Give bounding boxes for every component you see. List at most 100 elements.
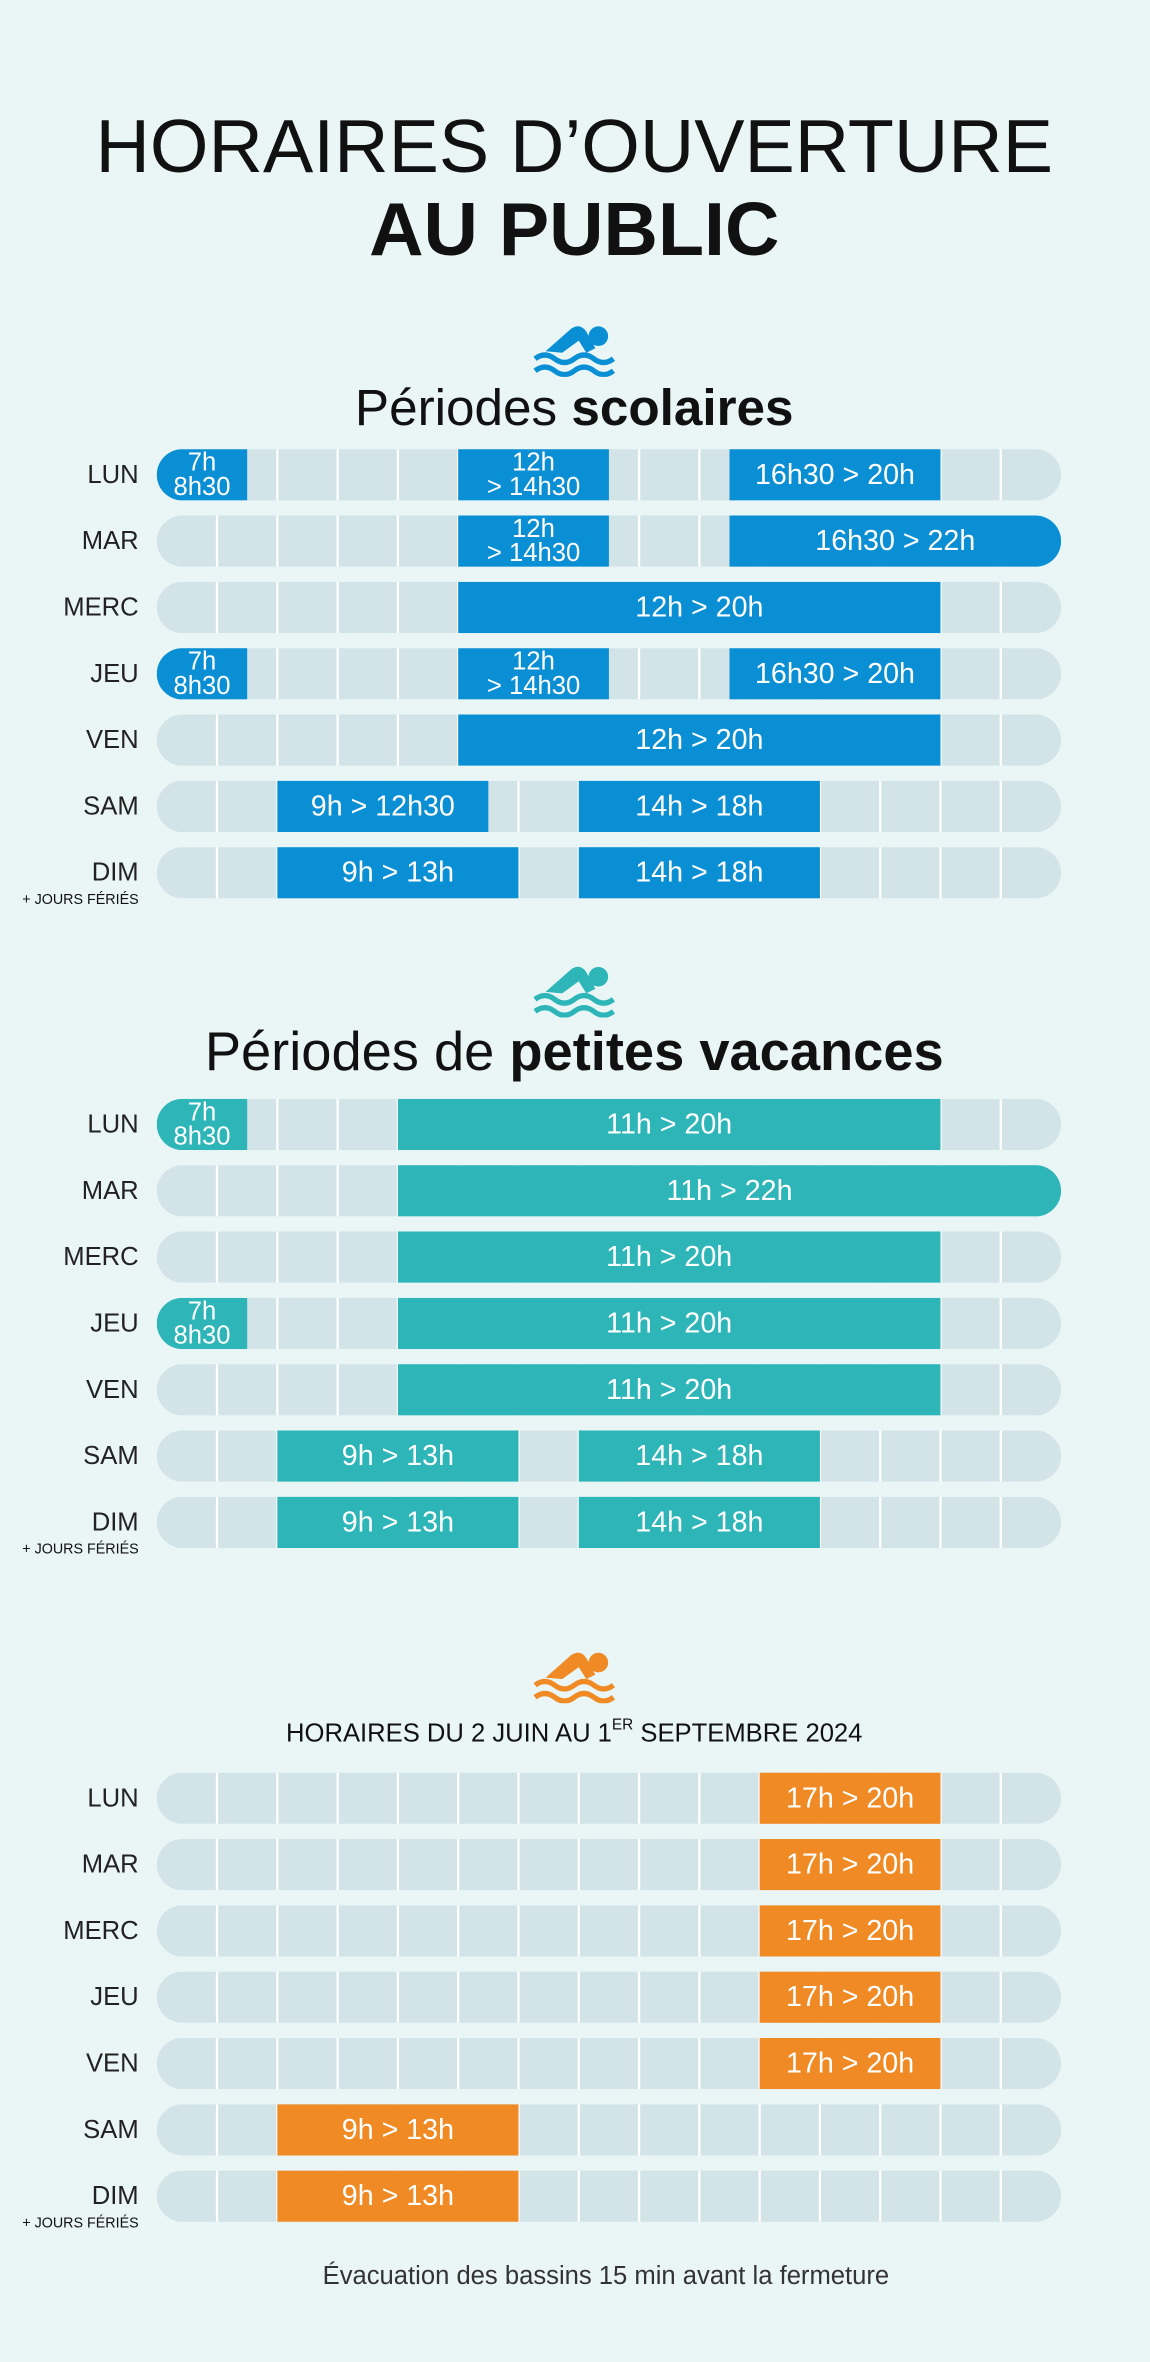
day-label: VEN	[86, 1376, 139, 1404]
title-line2: AU PUBLIC	[369, 187, 779, 271]
time-slot	[397, 1165, 1062, 1217]
time-slot	[277, 2104, 519, 2156]
slot-label: 9h > 12h30	[311, 790, 455, 822]
time-slot	[578, 1496, 820, 1549]
slot-label: 16h30 > 20h	[755, 658, 915, 690]
slot-label: 9h > 13h	[342, 1506, 454, 1538]
title-regular: Périodes de	[205, 1022, 510, 1082]
time-slot	[458, 449, 609, 501]
day-label: JEU	[90, 660, 138, 688]
time-slot	[759, 1838, 941, 1891]
day-label: LUN	[87, 1110, 138, 1138]
day-label: MAR	[82, 1851, 139, 1879]
footer-note: Évacuation des bassins 15 min avant la f…	[323, 2261, 890, 2290]
time-slot	[277, 1496, 519, 1549]
slot-label: 9h > 13h	[342, 857, 454, 889]
time-slot	[397, 1364, 941, 1416]
slot-label: 17h > 20h	[786, 1849, 914, 1881]
day-label: VEN	[86, 2050, 139, 2078]
day-label: MERC	[63, 1917, 138, 1945]
time-slot	[458, 515, 609, 567]
slot-label: 12h > 20h	[635, 724, 763, 756]
slot-label: > 14h30	[487, 473, 580, 501]
time-slot	[397, 1231, 941, 1283]
slot-label: 12h	[512, 515, 555, 543]
slot-label: 17h > 20h	[786, 1981, 914, 2013]
time-slot	[729, 449, 941, 501]
time-slot	[277, 1430, 519, 1482]
slot-label: 17h > 20h	[786, 2048, 914, 2080]
time-slot	[397, 1297, 941, 1350]
slot-label: 9h > 13h	[342, 2180, 454, 2212]
row-track: 12h> 14h30 16h30 > 22h	[156, 515, 1062, 567]
title-bold: petites vacances	[509, 1022, 943, 1082]
row-track: 11h > 20h	[156, 1231, 1062, 1283]
slot-label: 14h > 18h	[635, 1506, 763, 1538]
section-title: HORAIRES DU 2 JUIN AU 1ER SEPTEMBRE 2024	[286, 1716, 862, 1748]
time-slot	[759, 1905, 941, 1957]
day-label: MERC	[63, 1243, 138, 1271]
time-slot	[277, 780, 489, 833]
slot-label: 7h	[188, 449, 216, 477]
row-track: 11h > 22h	[156, 1165, 1062, 1217]
slot-label: 14h > 18h	[635, 1440, 763, 1472]
row-track: 9h > 13h	[156, 2170, 1062, 2222]
section-title: Périodes de petites vacances	[205, 1022, 944, 1082]
slot-label: 14h > 18h	[635, 857, 763, 889]
day-label: SAM	[83, 2116, 138, 2144]
time-slot	[578, 1430, 820, 1482]
holiday-note: + JOURS FÉRIÉS	[22, 2214, 138, 2231]
day-label: VEN	[86, 726, 139, 754]
slot-label: 16h30 > 20h	[755, 459, 915, 491]
slot-label: 9h > 13h	[342, 2114, 454, 2146]
swimmer-icon	[535, 967, 613, 1015]
title-end: SEPTEMBRE 2024	[633, 1719, 862, 1747]
title-regular: Périodes	[355, 378, 571, 435]
time-slot	[759, 2037, 941, 2090]
slot-label: 11h > 22h	[666, 1175, 792, 1207]
slot-label: 8h30	[173, 1322, 230, 1350]
time-slot	[458, 714, 941, 766]
slot-label: 9h > 13h	[342, 1440, 454, 1472]
slot-label: 8h30	[173, 672, 230, 700]
slot-label: 14h > 18h	[635, 790, 763, 822]
slot-label: 11h > 20h	[606, 1241, 732, 1273]
slot-label: 17h > 20h	[786, 1915, 914, 1947]
row-track: 9h > 12h30 14h > 18h	[156, 780, 1062, 833]
title-line1: HORAIRES D’OUVERTURE	[96, 104, 1053, 188]
time-slot	[156, 449, 248, 501]
row-track: 9h > 13h 14h > 18h	[156, 1496, 1062, 1549]
slot-label: 7h	[188, 648, 216, 676]
section-title: Périodes scolaires	[355, 378, 794, 435]
row-track: 17h > 20h	[156, 2037, 1062, 2090]
row-track: 17h > 20h	[156, 1905, 1062, 1957]
time-slot	[578, 780, 820, 833]
time-slot	[277, 847, 519, 899]
time-slot	[458, 648, 609, 700]
day-label: JEU	[90, 1309, 138, 1337]
time-slot	[578, 847, 820, 899]
time-slot	[397, 1098, 941, 1151]
time-slot	[156, 648, 248, 700]
day-label: LUN	[87, 1784, 138, 1812]
slot-label: 12h	[512, 648, 555, 676]
row-track: 12h > 20h	[156, 714, 1062, 766]
slot-label: 8h30	[173, 1123, 230, 1151]
holiday-note: + JOURS FÉRIÉS	[22, 1541, 138, 1558]
row-track: 17h > 20h	[156, 1971, 1062, 2023]
day-label: JEU	[90, 1983, 138, 2011]
time-slot	[729, 515, 1062, 567]
slot-label: 11h > 20h	[606, 1307, 732, 1339]
time-slot	[759, 1971, 941, 2023]
row-track: 12h > 20h	[156, 581, 1062, 634]
slot-label: > 14h30	[487, 672, 580, 700]
slot-label: 11h > 20h	[606, 1374, 732, 1406]
slot-label: 8h30	[173, 473, 230, 501]
row-track: 9h > 13h 14h > 18h	[156, 847, 1062, 899]
title-bold: scolaires	[571, 378, 793, 435]
day-label: SAM	[83, 792, 138, 820]
